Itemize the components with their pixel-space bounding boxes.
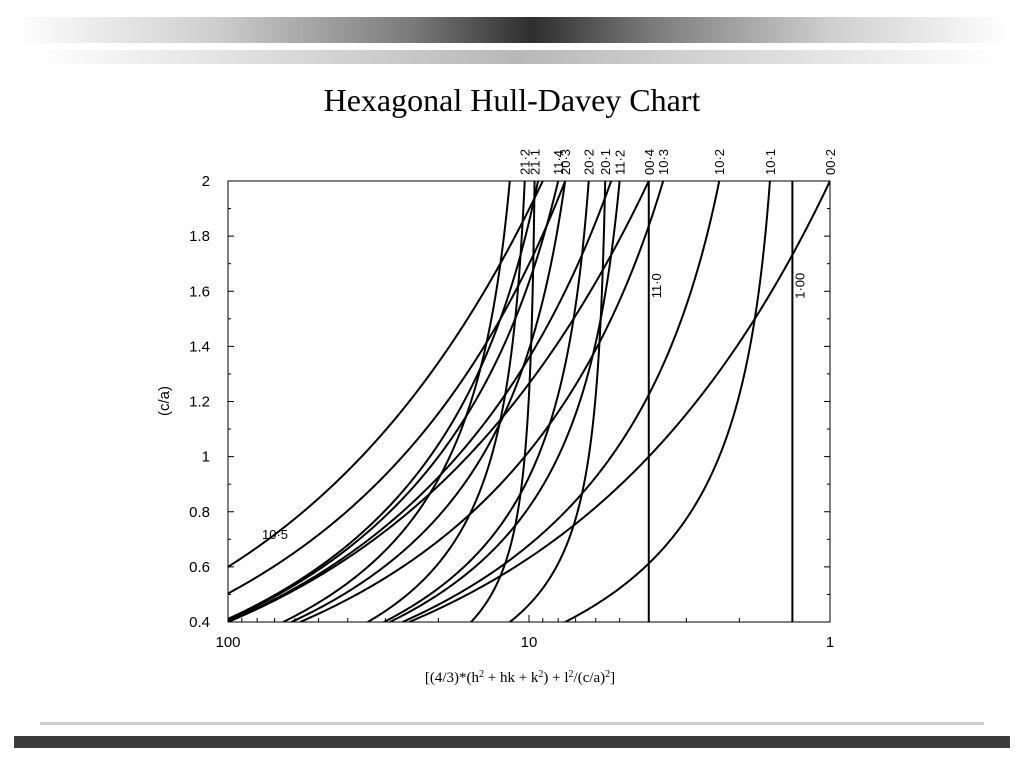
curve-20-4 xyxy=(228,181,539,621)
curve-label: 21·1 xyxy=(528,149,543,175)
curve-label: 20·2 xyxy=(582,149,597,175)
x-tick-label: 100 xyxy=(215,634,240,651)
slide-title: Hexagonal Hull-Davey Chart xyxy=(323,82,701,118)
y-tick-label: 1.4 xyxy=(189,338,210,355)
x-tick-label: 10 xyxy=(521,634,538,651)
y-tick-label: 0.4 xyxy=(189,614,210,631)
curve-label: 20·1 xyxy=(598,149,613,175)
y-tick-label: 1 xyxy=(202,449,210,466)
y-tick-label: 1.6 xyxy=(189,283,210,300)
curve-label: 10·2 xyxy=(712,149,727,175)
curve-21-3 xyxy=(282,181,511,622)
y-tick-label: 0.8 xyxy=(189,504,210,521)
y-tick-label: 0.6 xyxy=(189,559,210,576)
curve-label: 20·3 xyxy=(558,149,573,175)
curve-label: 1·00 xyxy=(792,273,807,299)
curve-label: 11·2 xyxy=(613,150,628,175)
bottom-thin-rule xyxy=(40,722,984,725)
curve-11-4 xyxy=(228,181,560,621)
y-tick-label: 1.2 xyxy=(189,394,210,411)
top-gradient-strip xyxy=(34,50,1000,64)
x-axis-label: [(4/3)*(h2 + hk + k2) + l2/(c/a)2] xyxy=(425,669,615,687)
curve-11-2 xyxy=(389,181,621,622)
curve-20-3 xyxy=(290,181,567,622)
curve-label: 11·0 xyxy=(649,273,664,298)
curve-label: 00·2 xyxy=(823,149,838,175)
y-axis-label: (c/a) xyxy=(156,386,173,416)
curve-10-4 xyxy=(228,181,613,622)
curve-10-2 xyxy=(402,181,721,622)
curve-label: 21·2 xyxy=(518,149,533,175)
curve-label: 11·4 xyxy=(551,150,566,175)
top-gradient-bar xyxy=(14,17,1010,43)
bottom-thick-bar xyxy=(14,736,1010,748)
curve-00-2 xyxy=(408,181,830,622)
y-tick-label: 1.8 xyxy=(189,228,210,245)
curve-20-1 xyxy=(509,181,607,622)
curve-10-3 xyxy=(299,181,665,622)
x-tick-label: 1 xyxy=(826,634,834,651)
curve-label: 10·3 xyxy=(656,149,671,175)
curve-label: 10·1 xyxy=(763,149,778,175)
curve-label: 10·5 xyxy=(262,527,288,542)
curve-label: 00·4 xyxy=(642,149,657,175)
curve-10-1 xyxy=(564,181,771,622)
y-tick-label: 2 xyxy=(202,173,210,190)
curve-00-6 xyxy=(228,181,544,569)
curve-10-5 xyxy=(228,181,567,595)
